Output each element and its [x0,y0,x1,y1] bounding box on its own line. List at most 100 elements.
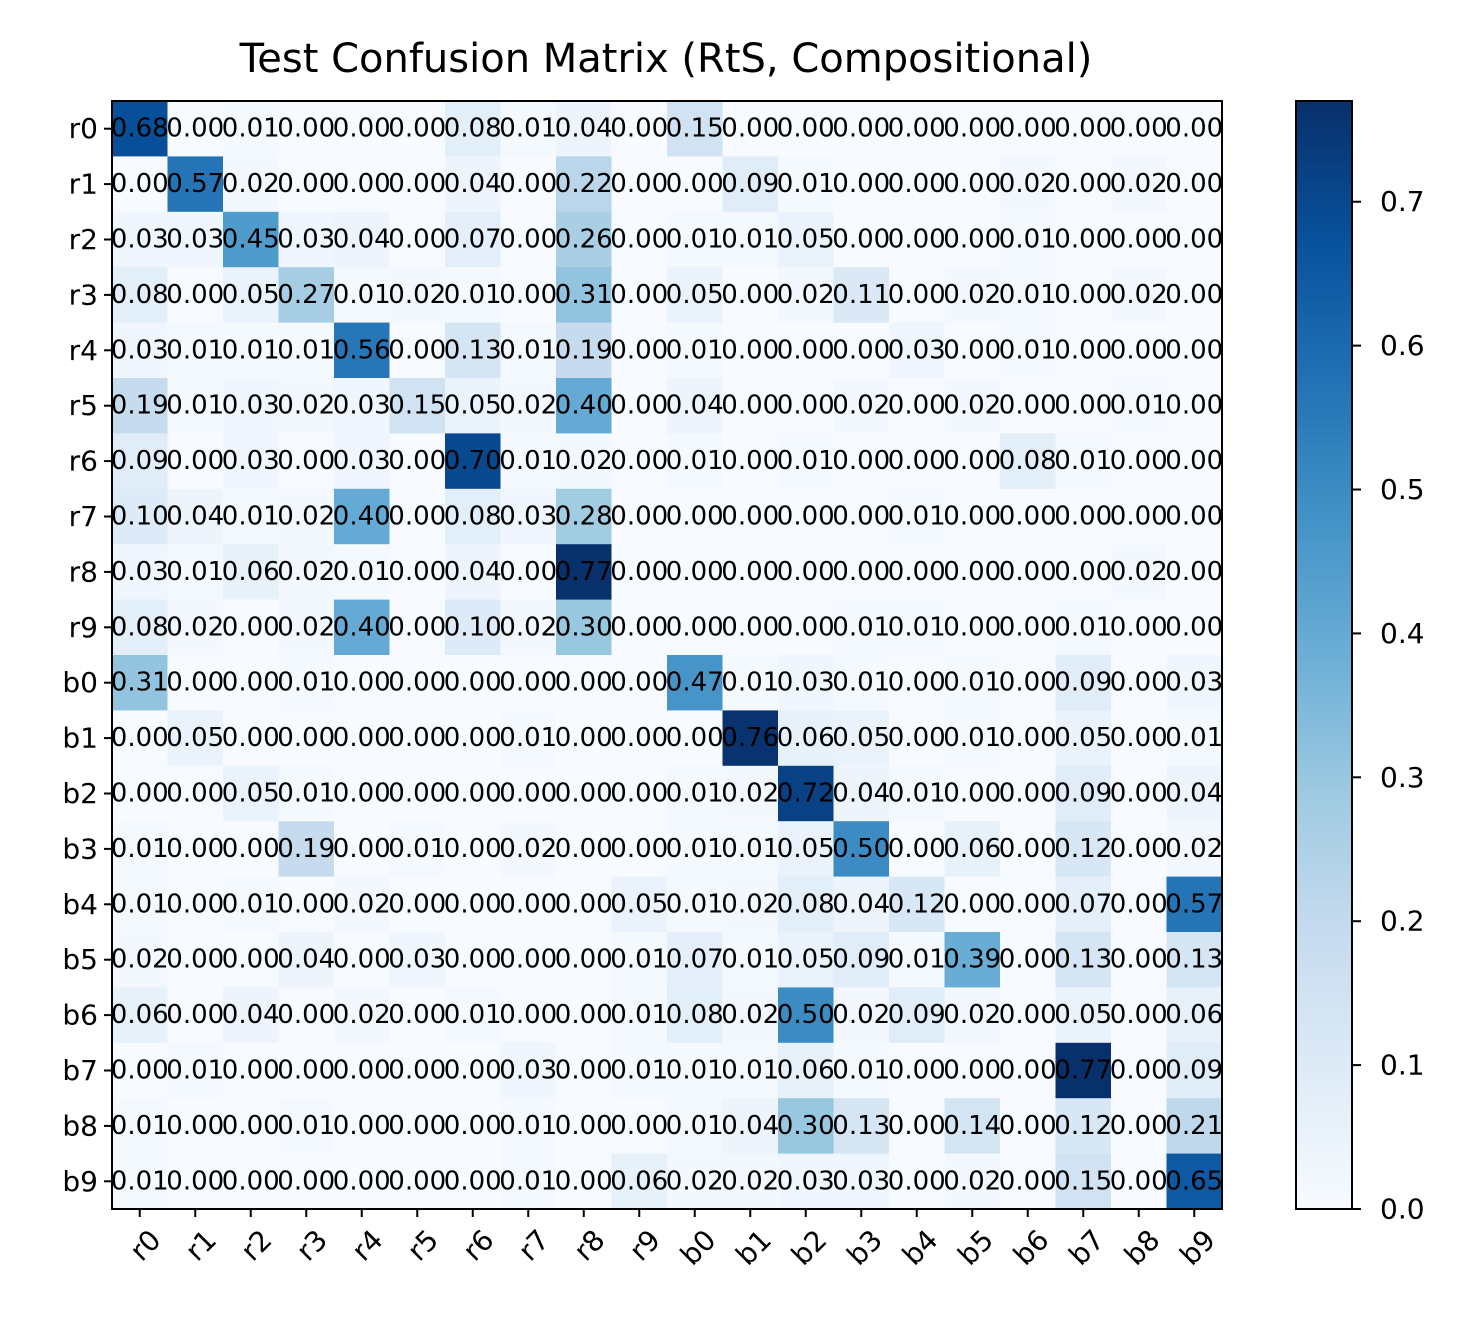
heatmap-cell-b3-r8 [556,821,613,878]
cell-value-label: 0.13 [832,1111,890,1141]
y-tick-label-r8: r8 [69,555,98,588]
cell-value-label: 0.00 [943,1056,1001,1086]
heatmap-cell-r3-r8 [556,267,613,324]
cell-value-label: 0.00 [166,668,224,698]
cell-value-label: 0.77 [1054,1056,1112,1086]
heatmap-cell-r4-b1 [722,322,779,379]
cell-value-label: 0.00 [1110,1111,1168,1141]
cell-value-label: 0.01 [166,1056,224,1086]
cell-value-label: 0.00 [499,280,557,310]
heatmap-cell-r0-b0 [667,101,724,157]
heatmap-cell-b3-b8 [1111,821,1168,878]
cell-value-label: 0.00 [610,779,668,809]
heatmap-cell-b3-r9 [611,821,668,878]
heatmap-cell-b8-r5 [389,1098,446,1155]
heatmap-cell-b5-r0 [112,932,169,988]
heatmap-cell-r7-r3 [278,488,335,545]
heatmap-cell-r4-b3 [833,322,890,379]
cell-value-label: 0.01 [444,280,502,310]
heatmap-cell-r7-r4 [334,488,391,545]
cell-value-label: 0.03 [111,225,169,255]
cell-value-label: 0.06 [111,1000,169,1030]
heatmap-cell-b7-r5 [389,1042,446,1099]
heatmap-cell-b4-r7 [500,876,557,933]
cell-value-label: 0.02 [721,1166,779,1196]
cell-value-label: 0.00 [1110,1166,1168,1196]
cell-value-label: 0.07 [444,225,502,255]
heatmap-cell-b9-r6 [445,1153,502,1210]
heatmap-cell-r8-r1 [167,544,224,601]
heatmap-cell-b5-r3 [278,932,335,988]
cell-value-label: 0.00 [166,1166,224,1196]
cell-value-label: 0.00 [555,1111,613,1141]
cell-value-label: 0.70 [444,446,502,476]
heatmap-cell-b9-r3 [278,1153,335,1210]
cell-value-label: 0.01 [388,834,446,864]
heatmap-cell-r8-b2 [778,544,835,601]
cell-value-label: 0.00 [388,779,446,809]
heatmap-cell-labels: 0.680.000.010.000.000.000.080.010.040.00… [111,114,1223,1197]
y-tick-label-b8: b8 [62,1109,98,1142]
x-axis-ticks: r0 r1 r2 r3 r4 r5 r6 r7 r8 r9 b0 b1 b2 b3 b4 b5 b6 b7 b8 b9 [123,1209,1222,1272]
heatmap-cell-r5-r7 [500,378,557,434]
heatmap-cell-b2-b5 [944,765,1001,822]
cell-value-label: 0.01 [499,335,557,365]
cell-value-label: 0.12 [1054,1111,1112,1141]
heatmap-cell-b1-r8 [556,710,613,767]
heatmap-cell-r7-r2 [223,488,280,545]
heatmap-cell-b9-b3 [833,1153,890,1210]
cell-value-label: 0.00 [943,889,1001,919]
heatmap-cell-r0-r6 [445,101,502,157]
cell-value-label: 0.00 [999,1166,1057,1196]
heatmap-cell-b0-b6 [1000,655,1057,711]
heatmap-cell-r6-b6 [1000,433,1057,490]
cell-value-label: 0.08 [777,889,835,919]
cell-value-label: 0.00 [499,557,557,587]
cell-value-label: 0.50 [832,834,890,864]
cell-value-label: 0.13 [1054,945,1112,975]
heatmap-cell-b0-r6 [445,655,502,711]
cell-value-label: 0.08 [444,502,502,532]
cell-value-label: 0.02 [1165,834,1223,864]
cell-value-label: 0.00 [1054,169,1112,199]
heatmap-cell-b8-r6 [445,1098,502,1155]
cell-value-label: 0.05 [1054,723,1112,753]
heatmap-cell-r5-b6 [1000,378,1057,434]
heatmap-cell-b5-b0 [667,932,724,988]
cell-value-label: 0.01 [666,1056,724,1086]
heatmap-cell-b5-r4 [334,932,391,988]
cell-value-label: 0.00 [388,225,446,255]
cell-value-label: 0.00 [721,612,779,642]
heatmap-cell-b1-r7 [500,710,557,767]
cell-value-label: 0.01 [666,1111,724,1141]
heatmap-cell-b4-r8 [556,876,613,933]
cell-value-label: 0.00 [555,668,613,698]
heatmap-cell-b0-r5 [389,655,446,711]
heatmap-cell-r1-b6 [1000,156,1057,213]
heatmap-cell-b8-r0 [112,1098,169,1155]
heatmap-cell-b0-b8 [1111,655,1168,711]
heatmap-cell-b1-b2 [778,710,835,767]
cell-value-label: 0.01 [222,335,280,365]
cell-value-label: 0.00 [943,114,1001,144]
heatmap-cell-b8-b4 [889,1098,946,1155]
cell-value-label: 0.57 [1165,889,1223,919]
y-tick-label-r1: r1 [69,168,98,201]
heatmap-cell-r4-r7 [500,322,557,379]
cell-value-label: 0.01 [721,1056,779,1086]
colorbar-tick-label: 0.4 [1380,617,1425,650]
heatmap-cell-r9-b2 [778,599,835,656]
cell-value-label: 0.01 [832,612,890,642]
heatmap-cell-r1-r8 [556,156,613,213]
heatmap-cell-b4-b8 [1111,876,1168,933]
heatmap-cell-b5-r2 [223,932,280,988]
x-tick-label-r1: r1 [179,1223,223,1267]
heatmap-cell-r0-r8 [556,101,613,157]
heatmap-cell-b2-b1 [722,765,779,822]
cell-value-label: 0.00 [999,668,1057,698]
heatmap-cell-r9-r6 [445,599,502,656]
heatmap-cell-b5-b8 [1111,932,1168,988]
cell-value-label: 0.00 [166,779,224,809]
cell-value-label: 0.01 [666,834,724,864]
cell-value-label: 0.00 [277,1056,335,1086]
